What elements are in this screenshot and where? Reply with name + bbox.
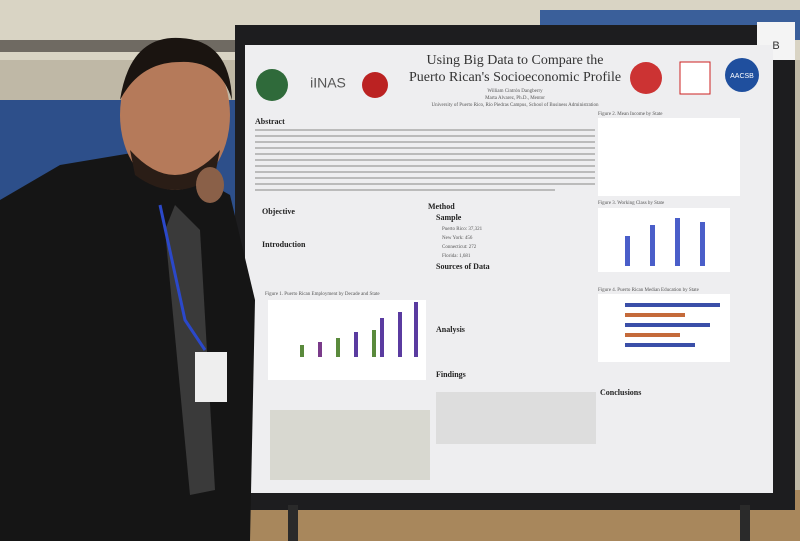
- lanyard: [158, 204, 207, 351]
- board-leg: [288, 505, 298, 541]
- figure-caption: Figure 4. Puerto Rican Median Education …: [598, 288, 700, 293]
- logo-text: iINAS: [310, 75, 346, 91]
- table: [436, 392, 596, 444]
- sample-item: New York: 456: [442, 236, 473, 241]
- poster-title: Puerto Rican's Socioeconomic Profile: [409, 70, 621, 85]
- abstract-text: [255, 129, 595, 191]
- author: Marta Alvarez, Ph.D., Mentor: [485, 96, 545, 101]
- board-leg: [740, 505, 750, 541]
- section-heading: Conclusions: [600, 388, 641, 397]
- figure: [598, 118, 740, 196]
- person-hair: [120, 37, 232, 100]
- person-face: [120, 40, 230, 190]
- person-shirt: [0, 150, 255, 541]
- affiliation: University of Puerto Rico, Río Piedras C…: [432, 103, 599, 108]
- logo: [679, 61, 711, 95]
- figure-caption: Figure 1. Puerto Rican Employment by Dec…: [265, 292, 380, 297]
- section-heading: Findings: [436, 370, 466, 379]
- sample-item: Puerto Rico: 37,321: [442, 227, 483, 232]
- badge-text: AACSB: [730, 73, 754, 80]
- figure-bars: [625, 303, 720, 347]
- background-person: [196, 167, 224, 203]
- logo: [256, 69, 288, 101]
- sample-item: Florida: 1,681: [442, 254, 471, 259]
- person-tie: [165, 205, 215, 495]
- poster-title: Using Big Data to Compare the: [427, 53, 604, 68]
- table: [270, 410, 430, 480]
- badge: [725, 58, 759, 92]
- figure-caption: Figure 3. Working Class by State: [598, 201, 665, 206]
- section-heading: Abstract: [255, 117, 285, 126]
- section-heading: Analysis: [436, 325, 465, 334]
- figure-caption: Figure 2. Mean Income by State: [598, 112, 663, 117]
- figure-bars: [625, 218, 705, 266]
- section-heading: Introduction: [262, 240, 306, 249]
- figure: [598, 208, 730, 272]
- sign-label: B: [772, 40, 779, 52]
- figure: [268, 300, 426, 380]
- name-badge: [195, 352, 227, 402]
- section-heading: Sample: [436, 213, 462, 222]
- logo: [362, 72, 388, 98]
- figure-bars: [300, 302, 418, 357]
- section-heading: Objective: [262, 207, 295, 216]
- logo: [630, 62, 662, 94]
- section-heading: Sources of Data: [436, 262, 490, 271]
- author: William Cintrón Dangberry: [487, 89, 543, 94]
- section-heading: Method: [428, 202, 455, 211]
- sample-item: Connecticut: 272: [442, 245, 477, 250]
